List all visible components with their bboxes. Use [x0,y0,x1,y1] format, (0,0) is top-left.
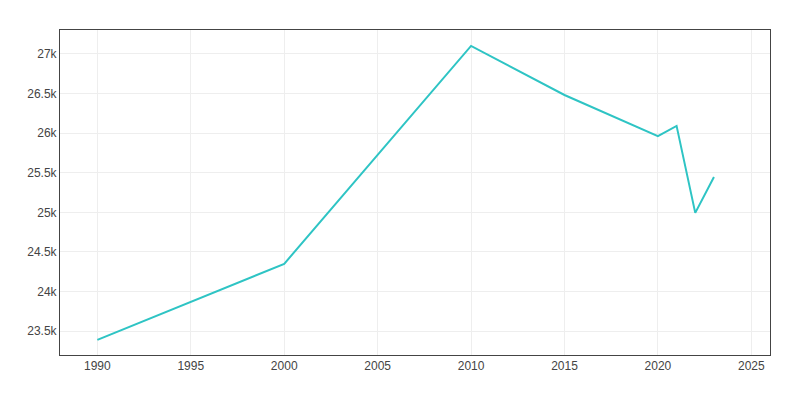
svg-text:1990: 1990 [84,359,111,373]
svg-text:25.5k: 25.5k [27,166,57,180]
svg-text:23.5k: 23.5k [27,324,57,338]
svg-text:1995: 1995 [177,359,204,373]
svg-text:2020: 2020 [645,359,672,373]
svg-text:24k: 24k [37,285,57,299]
svg-text:26.5k: 26.5k [27,87,57,101]
svg-text:25k: 25k [37,206,57,220]
svg-text:2000: 2000 [271,359,298,373]
svg-text:24.5k: 24.5k [27,245,57,259]
svg-text:2025: 2025 [738,359,765,373]
svg-text:2015: 2015 [551,359,578,373]
svg-text:27k: 27k [37,47,57,61]
svg-text:26k: 26k [37,126,57,140]
svg-text:2005: 2005 [364,359,391,373]
svg-text:2010: 2010 [458,359,485,373]
